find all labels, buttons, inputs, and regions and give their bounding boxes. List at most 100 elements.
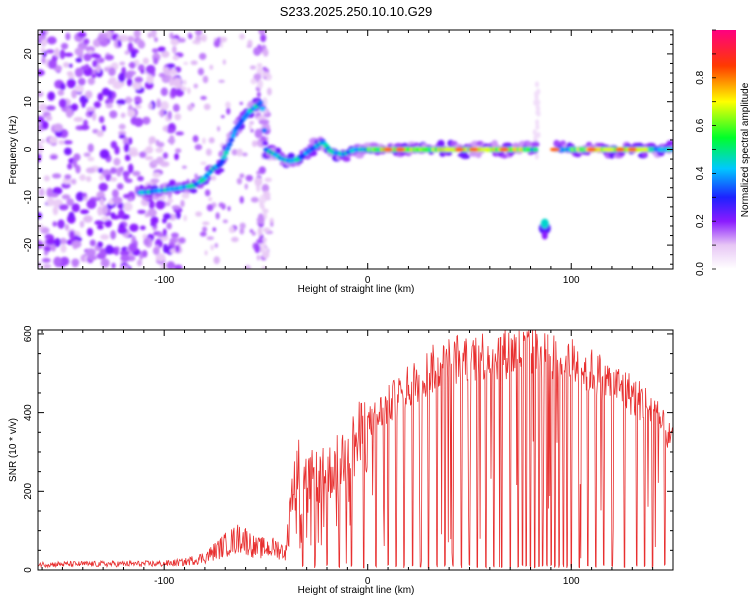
noise-blob [73,153,81,161]
noise-blob [209,64,214,70]
heatmap-layer [38,30,673,269]
noise-blob [117,227,128,235]
noise-blob [83,152,91,157]
ridge-peak [479,147,492,152]
noise-blob [106,30,112,40]
noise-blob [151,159,159,165]
noise-blob [70,103,79,111]
noise-blob [108,67,116,77]
noise-blob [83,215,93,223]
noise-blob [59,237,67,245]
ridge-core [259,106,266,112]
noise-blob [142,116,151,125]
noise-blob [129,61,136,69]
noise-blob [239,33,245,40]
noise-blob [227,205,231,212]
noise-blob [99,149,110,159]
streak-blob [257,79,264,89]
noise-blob [87,156,95,162]
ridge-peak [395,147,406,152]
noise-blob [127,42,133,51]
noise-blob [75,191,85,202]
noise-blob [251,231,256,236]
top-y-tick-label: 0 [23,146,34,152]
noise-blob [122,193,131,199]
noise-blob [157,141,165,148]
ridge-core [228,137,235,143]
noise-blob [181,192,190,199]
noise-blob [85,176,92,183]
noise-blob [161,50,170,58]
noise-blob [139,151,147,158]
streak-blob [535,124,540,131]
noise-blob [139,184,144,189]
noise-blob [110,177,118,182]
noise-blob [135,104,142,109]
noise-blob [92,60,98,68]
noise-blob [188,33,193,40]
noise-blob [175,131,184,136]
streak-blob [256,238,264,244]
noise-blob [169,78,174,87]
noise-blob [105,174,112,182]
noise-blob [249,65,257,70]
noise-blob [89,239,96,247]
noise-blob [111,262,116,269]
ridge-core [230,133,237,139]
noise-blob [174,153,179,161]
noise-blob [100,258,110,268]
noise-blob [102,204,109,215]
streak-blob [259,201,264,209]
noise-blob [120,254,130,262]
noise-blob [118,130,127,136]
noise-blob [98,115,105,124]
noise-blob [38,262,42,268]
noise-blob [231,236,239,243]
noise-blob [100,234,110,240]
top-x-tick-label: 0 [365,275,371,286]
noise-blob [127,163,134,174]
noise-blob [113,157,121,166]
streak-blob [253,73,262,81]
noise-blob [59,82,66,91]
noise-blob [38,103,48,112]
streak-blob [254,128,263,139]
noise-blob [218,202,225,208]
streak-blob [260,33,267,43]
noise-blob [99,197,105,207]
ridge-peak [586,147,597,152]
noise-blob [38,154,42,163]
noise-blob [43,245,52,253]
noise-blob [40,39,48,46]
noise-blob [159,161,170,167]
noise-blob [57,219,65,229]
noise-blob [117,202,125,210]
noise-blob [195,211,203,217]
noise-blob [204,189,211,197]
ridge-halo [287,152,295,160]
noise-blob [206,204,214,212]
noise-blob [101,124,106,132]
noise-blob [166,63,176,68]
noise-blob [71,89,78,99]
noise-blob [91,73,97,79]
noise-blob [66,198,75,206]
noise-blob [105,103,113,109]
ridge-core [257,100,264,106]
noise-blob [134,95,142,103]
noise-blob [54,237,61,248]
noise-blob [169,32,174,40]
noise-blob [105,244,114,255]
top-y-tick-label: 20 [23,48,34,60]
noise-blob [193,83,199,89]
noise-blob [266,87,272,96]
ridge-core [261,127,268,133]
noise-blob [41,56,46,64]
streak-blob [258,166,266,175]
noise-blob [41,257,51,263]
bottom-y-axis-label: SNR (10 * v/v) [8,418,19,482]
noise-blob [152,223,157,228]
noise-blob [114,247,120,256]
noise-blob [201,34,207,42]
